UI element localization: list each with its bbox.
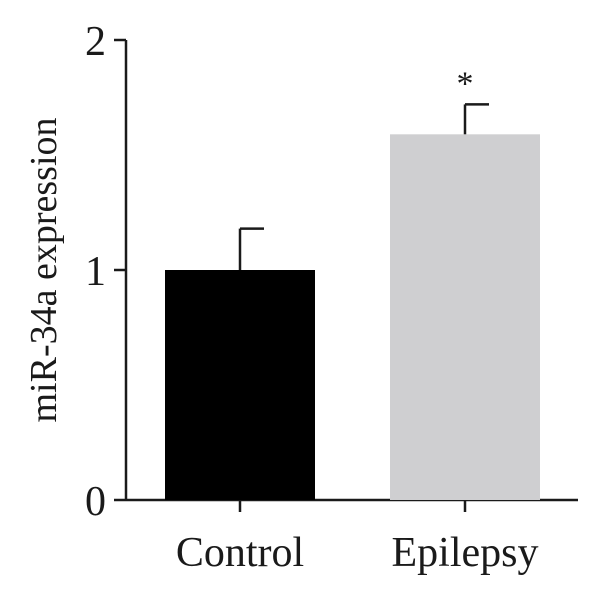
- error-bars: [238, 103, 489, 270]
- significance-marks: *: [457, 65, 474, 102]
- bars: [165, 134, 540, 501]
- bar-control: [165, 270, 315, 500]
- y-tick-label-0: 0: [85, 479, 106, 525]
- y-tick-label-1: 1: [85, 249, 106, 295]
- x-tick-label-control: Control: [176, 530, 304, 576]
- y-axis-title: miR-34a expression: [23, 117, 65, 422]
- bar-epilepsy: [390, 134, 540, 501]
- x-tick-label-epilepsy: Epilepsy: [392, 530, 539, 576]
- y-tick-label-2: 2: [85, 19, 106, 65]
- y-ticks: 0 1 2: [85, 19, 126, 525]
- x-tick-labels: Control Epilepsy: [176, 530, 539, 576]
- significance-epilepsy: *: [457, 65, 474, 102]
